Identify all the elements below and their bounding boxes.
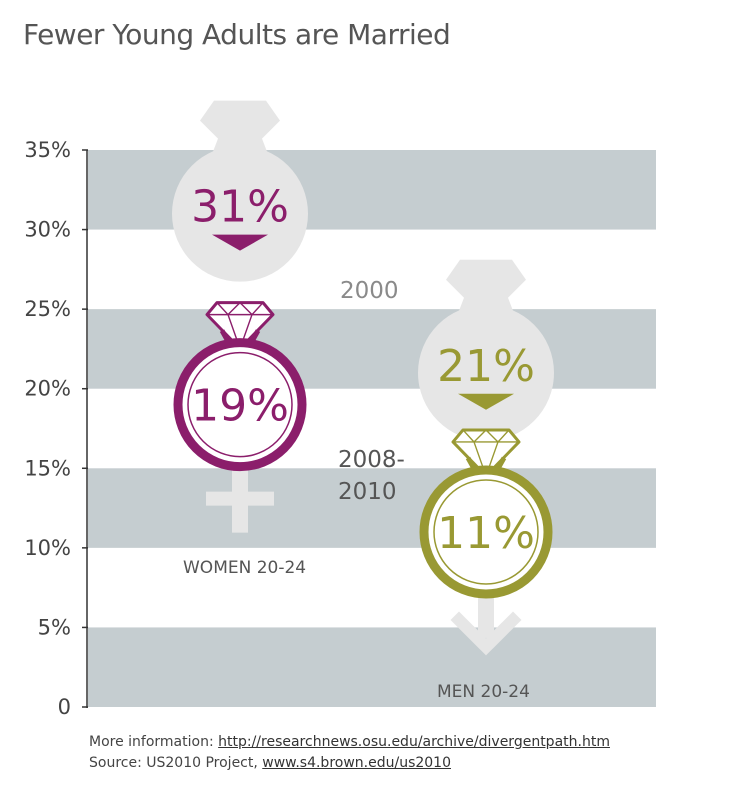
grid-band (88, 468, 656, 548)
female-symbol-crossbar (206, 491, 274, 506)
y-tick-label: 0 (58, 695, 71, 719)
y-tick-label: 30% (24, 218, 71, 242)
ring-inner-band (433, 479, 539, 585)
gridline-bands (88, 150, 656, 707)
decline-arrow-icon (458, 393, 514, 410)
ring-2008-2010 (173, 338, 307, 472)
ring-inner-band (187, 351, 293, 458)
decline-arrow-icon (212, 234, 268, 251)
male-symbol-arrowhead (450, 611, 522, 656)
ghost-diamond-icon (446, 259, 526, 311)
value-label-2000: 31% (191, 182, 289, 233)
chart-title: Fewer Young Adults are Married (23, 18, 451, 51)
y-tick-label: 20% (24, 377, 71, 401)
y-tick-label: 25% (24, 297, 71, 321)
footer-more-info: More information: http://researchnews.os… (89, 734, 610, 750)
y-tick-label: 10% (24, 536, 71, 560)
ring-groups: 31% 19% WOMEN 20-24 21% 11% MEN 20-24 (172, 100, 554, 702)
value-label-2008-2010: 11% (437, 508, 535, 559)
footer-more-prefix: More information: (89, 734, 219, 750)
footer-source: Source: US2010 Project, www.s4.brown.edu… (89, 755, 451, 771)
legend-recent-years-line2: 2010 (338, 479, 397, 505)
series-name-label: WOMEN 20-24 (183, 558, 306, 578)
more-info-link[interactable]: http://researchnews.osu.edu/archive/dive… (218, 734, 610, 750)
ring-2008-2010 (419, 465, 553, 599)
series-group: 31% 19% WOMEN 20-24 (172, 100, 308, 578)
series-group: 21% 11% MEN 20-24 (418, 259, 554, 702)
legend-recent-years-line1: 2008- (338, 447, 405, 473)
y-tick-label: 15% (24, 456, 71, 480)
ring-2000 (172, 145, 308, 282)
series-name-label: MEN 20-24 (437, 682, 530, 702)
y-tick-label: 35% (24, 138, 71, 162)
grid-band (88, 627, 656, 707)
legend-past-year: 2000 (340, 278, 399, 304)
male-symbol-icon (478, 589, 494, 638)
ring-2000 (418, 304, 554, 441)
value-label-2008-2010: 19% (191, 381, 289, 432)
y-tick-label: 5% (38, 615, 71, 639)
source-link[interactable]: www.s4.brown.edu/us2010 (262, 755, 451, 771)
grid-band (88, 309, 656, 389)
footer-source-prefix: Source: US2010 Project, (89, 755, 263, 771)
value-label-2000: 21% (437, 341, 535, 392)
y-axis-ticks: 0 5% 10% 15% 20% 25% 30% 35% (24, 138, 88, 719)
marriage-ring-chart: 0 5% 10% 15% 20% 25% 30% 35% 31% 19% WOMEN 20-24 2… (24, 100, 656, 719)
ghost-diamond-icon (200, 100, 280, 152)
